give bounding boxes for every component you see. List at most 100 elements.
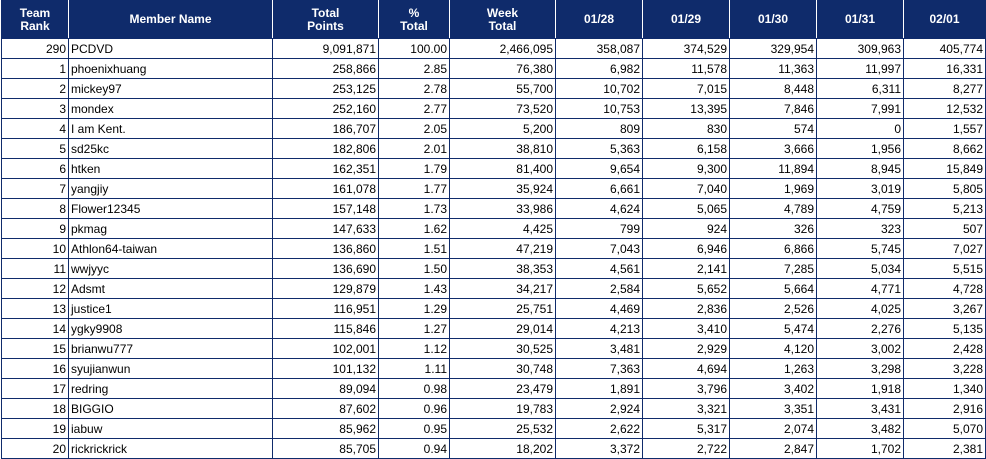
cell-day-2: 3,796 [642,378,730,399]
cell-day-4: 1,702 [816,438,904,459]
header-percent-total: % Total [378,0,450,39]
cell-percent-total: 0.96 [378,398,450,419]
cell-day-1: 809 [555,118,643,139]
cell-day-2: 6,946 [642,238,730,259]
header-team-rank-line2: Rank [20,18,50,33]
cell-day-4: 3,431 [816,398,904,419]
cell-team-rank: 11 [1,258,69,279]
cell-team-rank: 1 [1,58,69,79]
cell-team-rank: 19 [1,418,69,439]
cell-day-5: 15,849 [903,158,986,179]
table-row: 7 yangjiy 161,078 1.77 35,924 6,661 7,04… [1,178,986,199]
cell-day-3: 1,263 [729,358,817,379]
cell-day-2: 4,694 [642,358,730,379]
cell-day-4: 3,482 [816,418,904,439]
cell-week-total: 47,219 [449,238,556,259]
header-day-4-label: 01/31 [844,12,876,26]
cell-day-4: 5,034 [816,258,904,279]
cell-week-total: 30,525 [449,338,556,359]
cell-team-rank: 290 [1,38,69,59]
cell-day-4: 4,025 [816,298,904,319]
cell-day-2: 924 [642,218,730,239]
cell-total-points: 147,633 [272,218,379,239]
cell-day-5: 1,340 [903,378,986,399]
cell-day-5: 2,916 [903,398,986,419]
cell-day-1: 358,087 [555,38,643,59]
cell-day-5: 8,662 [903,138,986,159]
cell-day-2: 2,141 [642,258,730,279]
cell-day-4: 8,945 [816,158,904,179]
cell-percent-total: 1.11 [378,358,450,379]
cell-day-1: 4,213 [555,318,643,339]
cell-team-rank: 8 [1,198,69,219]
cell-week-total: 2,466,095 [449,38,556,59]
cell-percent-total: 1.51 [378,238,450,259]
cell-week-total: 38,353 [449,258,556,279]
cell-week-total: 55,700 [449,78,556,99]
cell-day-1: 2,924 [555,398,643,419]
cell-day-1: 4,624 [555,198,643,219]
header-member-name: Member Name [68,0,273,39]
table-row: 8 Flower12345 157,148 1.73 33,986 4,624 … [1,198,986,219]
header-percent-total-line2: Total [400,18,428,33]
header-day-5: 02/01 [903,0,986,39]
header-member-name-line1: Member Name [129,12,212,26]
table-row: 18 BIGGIO 87,602 0.96 19,783 2,924 3,321… [1,398,986,419]
cell-day-4: 1,956 [816,138,904,159]
cell-day-4: 323 [816,218,904,239]
cell-day-1: 4,469 [555,298,643,319]
cell-team-rank: 18 [1,398,69,419]
cell-total-points: 253,125 [272,78,379,99]
cell-day-1: 4,561 [555,258,643,279]
cell-percent-total: 0.95 [378,418,450,439]
cell-day-5: 5,070 [903,418,986,439]
cell-percent-total: 1.12 [378,338,450,359]
cell-day-3: 2,074 [729,418,817,439]
cell-percent-total: 2.85 [378,58,450,79]
cell-day-1: 2,622 [555,418,643,439]
cell-member-name: phoenixhuang [68,58,273,79]
header-day-3-label: 01/30 [757,12,789,26]
table-row: 20 rickrickrick 85,705 0.94 18,202 3,372… [1,438,986,459]
cell-day-1: 10,753 [555,98,643,119]
cell-team-rank: 5 [1,138,69,159]
cell-day-3: 329,954 [729,38,817,59]
cell-day-1: 2,584 [555,278,643,299]
cell-day-4: 4,771 [816,278,904,299]
cell-day-1: 3,372 [555,438,643,459]
cell-percent-total: 2.01 [378,138,450,159]
cell-day-2: 3,410 [642,318,730,339]
cell-percent-total: 1.43 [378,278,450,299]
cell-day-2: 374,529 [642,38,730,59]
cell-member-name: yangjiy [68,178,273,199]
cell-week-total: 30,748 [449,358,556,379]
cell-total-points: 157,148 [272,198,379,219]
table-row: 1 phoenixhuang 258,866 2.85 76,380 6,982… [1,58,986,79]
cell-percent-total: 1.50 [378,258,450,279]
cell-day-1: 5,363 [555,138,643,159]
header-week-total-line2: Total [488,18,517,33]
cell-total-points: 87,602 [272,398,379,419]
cell-day-1: 6,661 [555,178,643,199]
cell-total-points: 115,846 [272,318,379,339]
cell-day-5: 4,728 [903,278,986,299]
cell-day-2: 6,158 [642,138,730,159]
cell-member-name: mickey97 [68,78,273,99]
table-row: 10 Athlon64-taiwan 136,860 1.51 47,219 7… [1,238,986,259]
cell-member-name: rickrickrick [68,438,273,459]
cell-team-rank: 7 [1,178,69,199]
cell-week-total: 81,400 [449,158,556,179]
cell-member-name: redring [68,378,273,399]
table-row: 15 brianwu777 102,001 1.12 30,525 3,481 … [1,338,986,359]
table-row: 4 I am Kent. 186,707 2.05 5,200 809 830 … [1,118,986,139]
header-percent-total-line1: % [408,5,420,20]
cell-total-points: 101,132 [272,358,379,379]
cell-day-3: 7,846 [729,98,817,119]
header-day-4: 01/31 [816,0,904,39]
cell-team-rank: 4 [1,118,69,139]
cell-member-name: BIGGIO [68,398,273,419]
cell-day-5: 405,774 [903,38,986,59]
cell-day-5: 3,228 [903,358,986,379]
cell-total-points: 136,860 [272,238,379,259]
cell-total-points: 252,160 [272,98,379,119]
